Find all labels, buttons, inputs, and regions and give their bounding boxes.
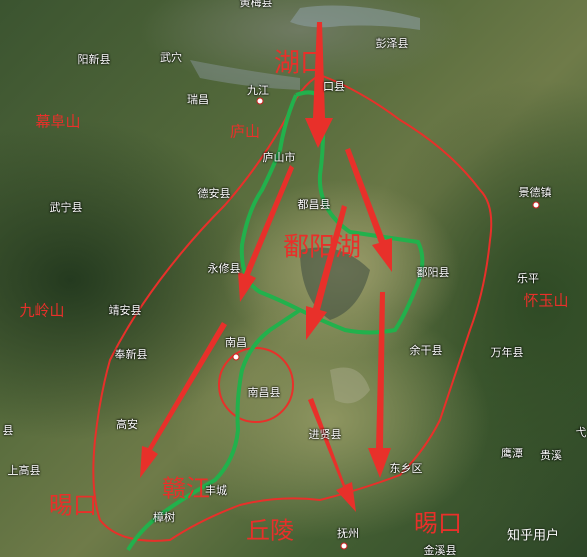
arrow-lake-center — [306, 205, 347, 340]
place-nanchang: 南昌 — [225, 336, 247, 349]
arrow-east-lake — [345, 148, 392, 272]
place-duchang: 都昌县 — [297, 198, 331, 211]
place-yu: 弋 — [575, 426, 587, 439]
arrow-hukou — [305, 22, 333, 148]
place-jingan: 靖安县 — [108, 304, 142, 317]
place-yongxiu: 永修县 — [207, 262, 241, 275]
annotation-mufu-mountain: 幕阜山 — [35, 112, 81, 131]
place-yingtan: 鹰潭 — [501, 447, 523, 460]
place-wannian: 万年县 — [490, 346, 524, 359]
annotation-qiuling: 丘陵 — [246, 516, 294, 545]
place-lushan: 庐山市 — [262, 151, 296, 164]
basin-outline — [92, 74, 493, 542]
place-hukou: 口县 — [323, 80, 345, 93]
place-fengcheng: 丰城 — [205, 484, 227, 497]
place-guixi: 贵溪 — [540, 449, 562, 462]
yangtze-river — [190, 60, 300, 90]
place-shanggao: 上高县 — [7, 464, 41, 477]
annotation-yakou-west: 晹口 — [49, 491, 97, 520]
city-dot-jiujiang — [256, 97, 264, 105]
place-poyang: 鄱阳县 — [416, 266, 450, 279]
ganjiang-river-line — [126, 308, 302, 552]
yangtze-water — [290, 5, 420, 30]
place-jinxian: 进贤县 — [308, 428, 342, 441]
city-dot-fuzhou — [340, 542, 348, 550]
place-pengze: 彭泽县 — [375, 37, 409, 50]
place-fengxin: 奉新县 — [114, 348, 148, 361]
place-dean: 德安县 — [197, 187, 231, 200]
nanchang-county-circle — [218, 347, 294, 423]
annotation-huaiyu-mountain: 怀玉山 — [523, 291, 569, 310]
flow-arrows — [140, 22, 392, 512]
place-gaoan: 高安 — [116, 418, 138, 431]
place-wuning: 武宁县 — [49, 201, 83, 214]
place-ruichang: 瑞昌 — [187, 93, 209, 106]
place-jiujiang: 九江 — [247, 84, 269, 97]
annotation-hukou: 湖口 — [273, 48, 327, 79]
place-jinxixian: 金溪县 — [423, 544, 457, 557]
annotation-yakou-east: 晹口 — [414, 509, 462, 538]
watermark: 知乎用户 — [506, 528, 560, 544]
annotation-lushan: 庐山 — [229, 122, 261, 141]
place-fuzhou: 抚州 — [337, 527, 359, 540]
place-yugan: 余干县 — [409, 344, 443, 357]
place-huangmei: 黄梅县 — [239, 0, 273, 9]
arrow-duchang — [238, 165, 294, 302]
arrow-ganjiang — [140, 322, 227, 478]
place-dongxiang: 东乡区 — [389, 462, 423, 475]
annotation-poyang-lake: 鄱阳湖 — [282, 232, 362, 263]
city-dot-jingdezhen — [532, 201, 540, 209]
annotation-ganjiang: 赣江 — [162, 474, 210, 503]
city-dot-nanchang — [232, 353, 240, 361]
junshan-lake — [330, 367, 370, 404]
place-wuxue: 武穴 — [160, 51, 182, 64]
arrow-fuzhou — [308, 398, 356, 512]
place-leping: 乐平 — [517, 272, 539, 285]
place-nanchangxian: 南昌县 — [247, 386, 281, 399]
place-yangxin: 阳新县 — [77, 53, 111, 66]
place-zhangshu: 樟树 — [153, 511, 175, 524]
arrow-jinxian — [368, 292, 391, 478]
annotation-jiuling-mountain: 九岭山 — [19, 301, 65, 320]
place-jingdezhen: 景德镇 — [518, 186, 552, 199]
place-xian: 县 — [2, 424, 14, 437]
